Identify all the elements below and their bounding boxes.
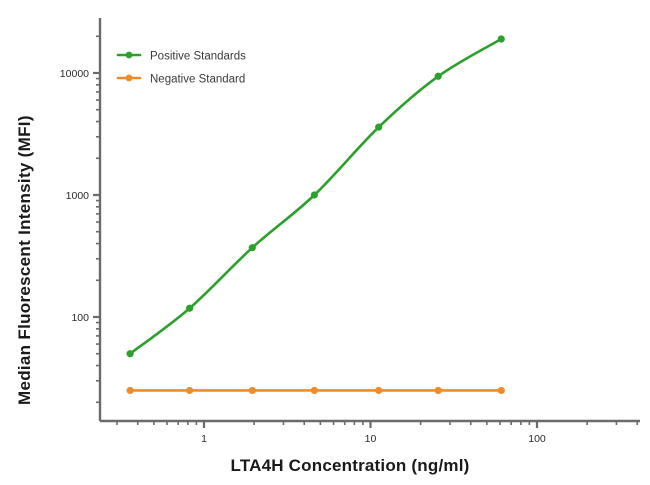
y-axis-title: Median Fluorescent Intensity (MFI) bbox=[15, 115, 34, 405]
x-axis-tick-label: 10 bbox=[365, 433, 377, 445]
data-series bbox=[126, 35, 505, 358]
data-series-group bbox=[126, 35, 505, 395]
data-point-marker bbox=[434, 72, 442, 80]
x-axis-tick-label: 1 bbox=[201, 433, 207, 445]
data-point-marker bbox=[497, 386, 505, 395]
data-point-marker bbox=[248, 386, 256, 395]
legend-item-label: Negative Standard bbox=[150, 74, 245, 86]
legend-item-label: Positive Standards bbox=[150, 51, 246, 63]
y-axis-tick-label: 1000 bbox=[66, 190, 90, 202]
data-point-marker bbox=[375, 123, 383, 131]
data-point-marker bbox=[248, 244, 256, 252]
data-point-marker bbox=[186, 386, 194, 395]
data-point-marker bbox=[497, 35, 505, 43]
data-point-marker bbox=[310, 191, 318, 199]
legend-marker-icon bbox=[125, 51, 133, 59]
data-point-marker bbox=[375, 386, 383, 395]
legend-item[interactable]: Negative Standard bbox=[116, 74, 245, 86]
legend-item[interactable]: Positive Standards bbox=[116, 51, 246, 63]
data-point-marker bbox=[310, 386, 318, 395]
tick-labels-group: 100 1000 10000 1 10 100 bbox=[60, 68, 546, 445]
data-series bbox=[126, 386, 505, 395]
data-point-marker bbox=[126, 350, 134, 358]
y-axis-tick-label: 100 bbox=[71, 312, 89, 324]
legend: Positive Standards Negative Standard bbox=[116, 51, 246, 86]
data-point-marker bbox=[126, 386, 134, 395]
y-axis-tick-label: 10000 bbox=[60, 68, 89, 80]
tick-marks-group bbox=[93, 35, 639, 428]
data-point-marker bbox=[434, 386, 442, 395]
legend-marker-icon bbox=[125, 74, 133, 82]
x-axis-title: LTA4H Concentration (ng/ml) bbox=[231, 456, 470, 475]
data-point-marker bbox=[186, 304, 194, 312]
x-axis-tick-label: 100 bbox=[528, 433, 546, 445]
